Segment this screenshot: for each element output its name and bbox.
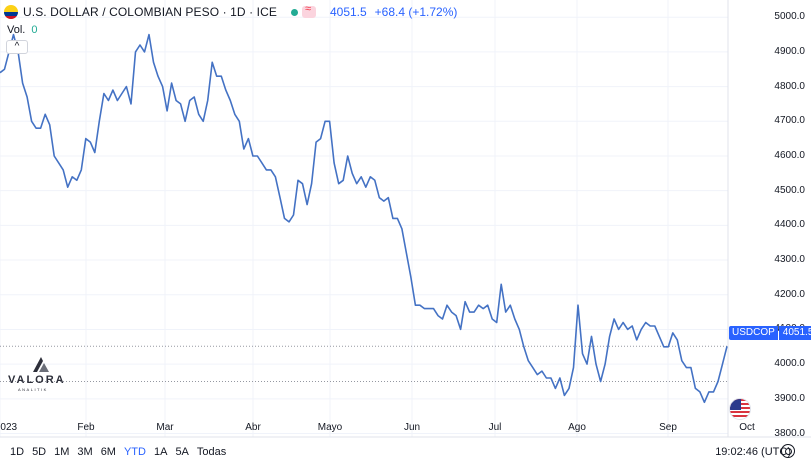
y-tick-label: 4400.0: [774, 219, 805, 231]
collapse-indicators-button[interactable]: ^: [6, 40, 28, 54]
range-button-3m[interactable]: 3M: [77, 446, 93, 458]
y-tick-label: 4200.0: [774, 288, 805, 300]
x-tick-label: Oct: [739, 422, 755, 433]
x-tick-label: 2023: [0, 422, 18, 433]
x-tick-label: Feb: [77, 422, 95, 433]
chart-header: U.S. DOLLAR / COLOMBIAN PESO · 1D · ICE …: [0, 3, 457, 21]
x-tick-label: Mar: [156, 422, 174, 433]
reference-lines: [0, 345, 728, 382]
price-change: +68.4 (+1.72%): [374, 5, 458, 19]
last-price: 4051.5: [329, 5, 367, 19]
y-tick-label: 4900.0: [774, 45, 805, 57]
usdcop-price-line: [0, 33, 728, 404]
range-button-ytd[interactable]: YTD: [123, 446, 146, 458]
date-range-bar: 1D 5D 1M 3M 6M YTD 1A 5A Todas: [0, 446, 226, 458]
utc-clock[interactable]: 19:02:46 (UTC): [715, 446, 791, 458]
x-tick-label: Ago: [568, 422, 586, 433]
settings-icon[interactable]: [781, 444, 795, 458]
volume-indicator[interactable]: Vol. 0: [7, 24, 37, 36]
y-tick-label: 5000.0: [774, 11, 805, 23]
us-flag-icon[interactable]: [729, 398, 751, 420]
range-button-1d[interactable]: 1D: [10, 446, 25, 458]
volume-value: 0: [31, 24, 38, 36]
logo-mark-icon: [33, 357, 49, 372]
price-tag-value: 4051.5: [778, 326, 811, 340]
price-tag-symbol: USDCOP: [729, 326, 778, 340]
x-tick-label: Mayo: [317, 422, 343, 433]
range-button-1a[interactable]: 1A: [153, 446, 168, 458]
logo-subtitle: ANALITIK: [18, 387, 48, 392]
y-tick-label: 3900.0: [774, 392, 805, 404]
volume-label: Vol.: [7, 24, 26, 36]
range-button-1m[interactable]: 1M: [54, 446, 70, 458]
chart-grid: [0, 0, 728, 437]
last-price-tag: USDCOP 4051.5: [729, 326, 811, 340]
range-button-5a[interactable]: 5A: [175, 446, 189, 458]
range-button-todas[interactable]: Todas: [196, 446, 227, 458]
x-tick-label: Sep: [659, 422, 677, 433]
y-tick-label: 3800.0: [774, 427, 805, 439]
x-tick-label: Jun: [403, 422, 421, 433]
x-tick-label: Jul: [488, 422, 502, 433]
y-tick-label: 4000.0: [774, 358, 805, 370]
y-tick-label: 4500.0: [774, 184, 805, 196]
y-tick-label: 4700.0: [774, 115, 805, 127]
x-tick-label: Abr: [245, 422, 261, 433]
data-delay-icon[interactable]: [301, 3, 316, 18]
y-tick-label: 4800.0: [774, 80, 805, 92]
y-tick-label: 4600.0: [774, 149, 805, 161]
y-tick-label: 4300.0: [774, 254, 805, 266]
range-button-5d[interactable]: 5D: [32, 446, 47, 458]
range-button-6m[interactable]: 6M: [100, 446, 116, 458]
market-open-icon[interactable]: [290, 8, 298, 16]
symbol-title[interactable]: U.S. DOLLAR / COLOMBIAN PESO · 1D · ICE: [23, 5, 277, 19]
colombia-flag-icon: [4, 5, 18, 19]
logo-name: VALORA: [8, 374, 66, 386]
